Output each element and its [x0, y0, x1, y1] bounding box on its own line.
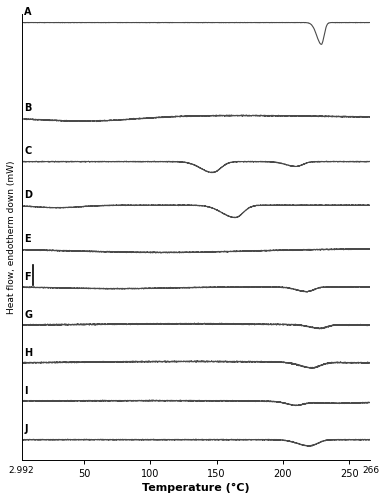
Text: B: B	[24, 103, 32, 113]
Text: 266: 266	[362, 466, 379, 475]
Text: E: E	[24, 234, 31, 243]
X-axis label: Temperature (°C): Temperature (°C)	[142, 483, 250, 493]
Text: A: A	[24, 8, 32, 18]
Text: H: H	[24, 348, 32, 358]
Text: I: I	[24, 386, 28, 396]
Text: D: D	[24, 190, 32, 200]
Text: F: F	[24, 272, 31, 282]
Text: C: C	[24, 146, 31, 156]
Text: G: G	[24, 310, 32, 320]
Y-axis label: Heat flow, endotherm down (mW): Heat flow, endotherm down (mW)	[7, 160, 16, 314]
Text: J: J	[24, 424, 28, 434]
Text: 2.992: 2.992	[9, 466, 34, 475]
